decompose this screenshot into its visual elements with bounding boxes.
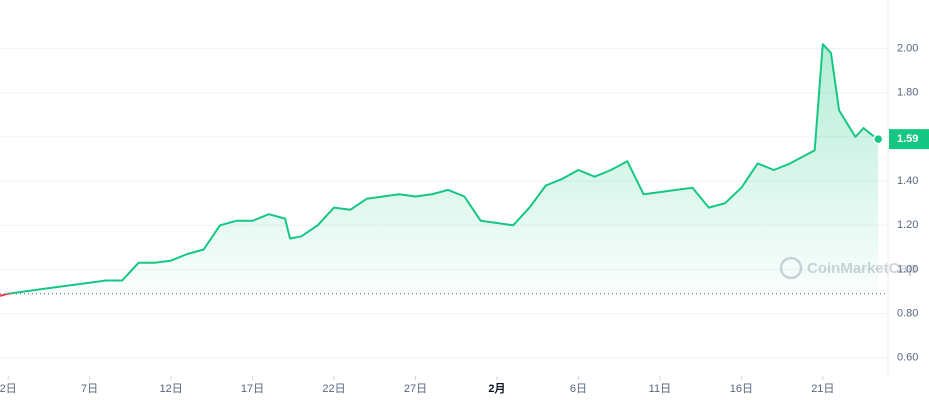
y-tick-label: 1.80 [897,87,918,99]
price-line-up [4,43,879,294]
x-tick-label: 11日 [649,383,671,395]
price-area [0,44,879,294]
x-tick-label: 21日 [811,383,834,395]
y-tick-label: 0.80 [897,307,918,319]
x-tick-label: 16日 [730,383,753,395]
x-tick-label: 17日 [241,383,264,395]
x-tick-label: 27日 [404,383,427,395]
x-tick-label: 7日 [81,383,98,395]
y-tick-label: 0.60 [897,352,918,364]
y-tick-label: 1.20 [897,219,918,231]
x-tick-label: 6日 [570,383,587,395]
last-point [872,133,884,145]
y-tick-label: 2.00 [897,42,918,54]
x-tick-label: 2日 [0,383,17,395]
x-tick-label: 12日 [159,383,182,395]
price-badge [889,129,929,150]
x-tick-label: 2月 [488,382,505,395]
y-tick-label: 1.00 [897,263,918,275]
x-tick-label: 22日 [322,383,345,395]
price-badge-label: 1.59 [897,133,918,145]
y-tick-label: 1.40 [897,175,918,187]
